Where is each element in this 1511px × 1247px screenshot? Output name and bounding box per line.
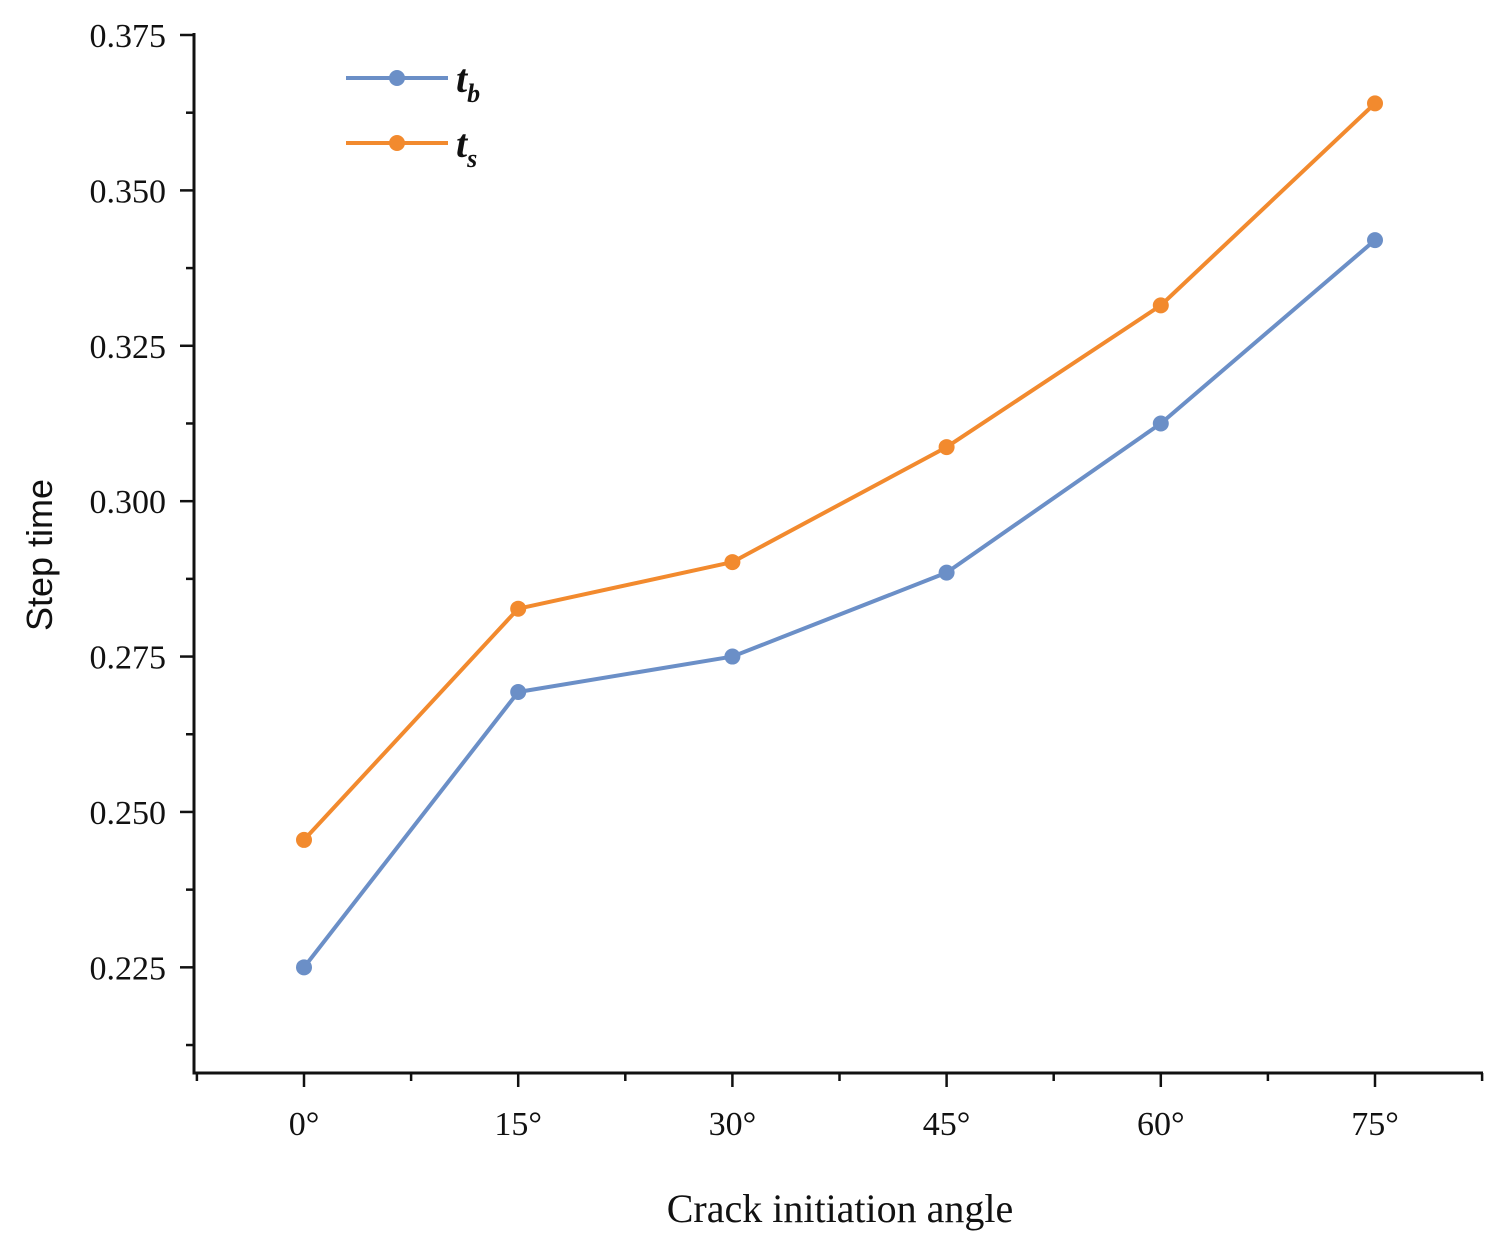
y-tick-label: 0.350 — [90, 173, 167, 210]
axes — [192, 33, 1483, 1075]
x-axis-title: Crack initiation angle — [667, 1186, 1014, 1231]
x-tick-label: 45° — [923, 1106, 971, 1143]
legend-marker — [389, 70, 405, 86]
y-axis-ticks: 0.225 0.250 0.275 0.300 0.325 0.350 0.375 — [90, 18, 194, 1047]
x-tick-label: 0° — [289, 1106, 320, 1143]
legend-label: tb — [456, 56, 480, 108]
series-line-ts — [302, 101, 1377, 842]
legend-item-ts: ts — [346, 121, 477, 173]
data-point-ts — [724, 554, 741, 571]
data-point-tb — [724, 648, 741, 665]
data-point-ts — [296, 831, 312, 848]
legend-marker — [389, 135, 405, 151]
data-point-ts — [938, 439, 955, 456]
y-tick-label: 0.225 — [90, 950, 167, 987]
series-tb — [296, 232, 1383, 976]
x-tick-label: 15° — [494, 1106, 542, 1143]
x-tick-label: 30° — [709, 1106, 757, 1143]
y-axis-title: Step time — [19, 479, 60, 631]
x-axis-ticks: 0° 15° 30° 45° 60° 75° — [195, 1073, 1484, 1143]
legend-item-tb: tb — [346, 56, 480, 108]
data-point-tb — [510, 683, 527, 700]
data-point-tb — [1367, 232, 1383, 249]
y-tick-label: 0.300 — [90, 484, 167, 521]
y-tick-label: 0.250 — [90, 795, 167, 832]
x-tick-label: 60° — [1137, 1106, 1185, 1143]
data-point-ts — [1152, 297, 1169, 314]
y-tick-label: 0.275 — [90, 640, 167, 677]
series-line-tb — [302, 238, 1377, 969]
x-tick-label: 75° — [1351, 1106, 1399, 1143]
legend: tb ts — [346, 56, 480, 173]
series-ts — [296, 95, 1383, 848]
y-tick-label: 0.375 — [90, 18, 167, 55]
series-layer — [296, 95, 1383, 976]
data-point-tb — [938, 564, 955, 581]
y-tick-label: 0.325 — [90, 329, 167, 366]
data-point-tb — [296, 959, 312, 976]
data-point-tb — [1152, 415, 1169, 432]
data-point-ts — [510, 600, 527, 617]
data-point-ts — [1367, 95, 1383, 112]
legend-label: ts — [456, 121, 477, 173]
